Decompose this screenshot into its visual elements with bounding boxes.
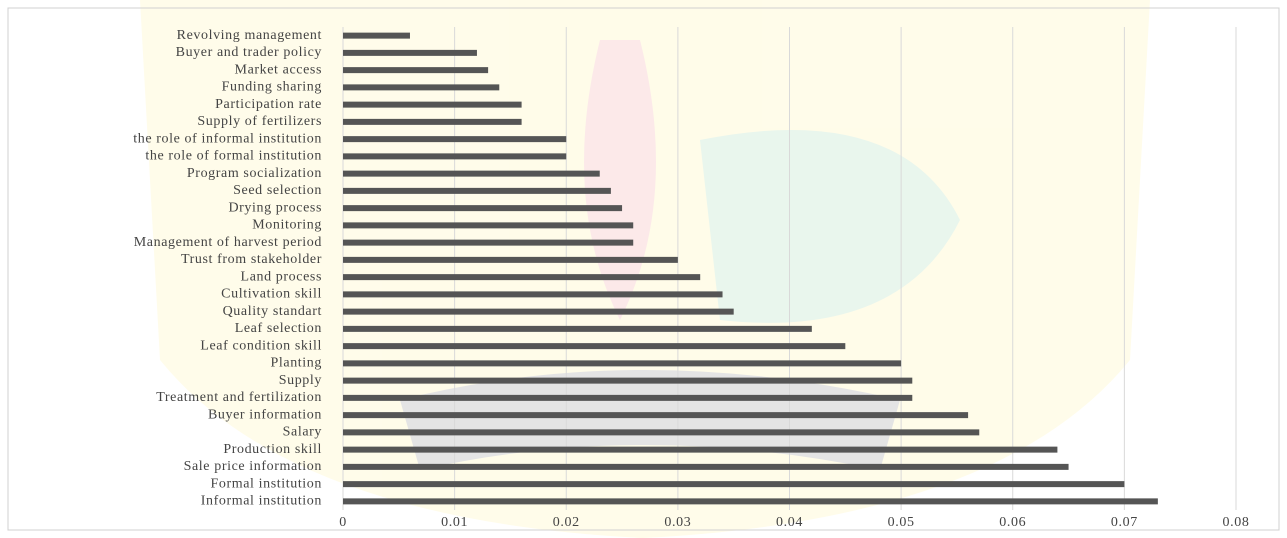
bar xyxy=(343,412,969,419)
x-tick-label: 0.01 xyxy=(441,515,468,530)
bar xyxy=(343,49,477,56)
bar xyxy=(343,153,567,160)
bar xyxy=(343,84,500,91)
x-tick-label: 0.05 xyxy=(888,515,915,530)
y-tick-label: Trust from stakeholder xyxy=(181,252,322,267)
bar xyxy=(343,343,846,350)
y-tick-label: Supply xyxy=(279,373,322,388)
x-tick-label: 0.07 xyxy=(1111,515,1138,530)
bar xyxy=(343,274,701,281)
bar xyxy=(343,205,623,212)
bar xyxy=(343,170,600,177)
bar xyxy=(343,118,522,125)
y-tick-label: Land process xyxy=(241,269,322,284)
bar xyxy=(343,463,1069,470)
y-tick-label: Cultivation skill xyxy=(221,287,322,302)
y-tick-label: Quality standart xyxy=(223,304,322,319)
bar xyxy=(343,32,410,39)
y-tick-label: Market access xyxy=(235,62,322,77)
bar xyxy=(343,481,1125,488)
bar xyxy=(343,498,1158,505)
y-tick-label: Funding sharing xyxy=(222,80,322,95)
y-tick-label: Formal institution xyxy=(210,476,322,491)
y-tick-label: Treatment and fertilization xyxy=(156,390,322,405)
bar xyxy=(343,67,489,74)
bar xyxy=(343,187,611,194)
x-tick-label: 0.08 xyxy=(1223,515,1250,530)
y-tick-label: Informal institution xyxy=(201,494,322,509)
y-tick-label: Leaf condition skill xyxy=(200,338,322,353)
y-tick-label: Participation rate xyxy=(215,97,322,112)
y-tick-label: Monitoring xyxy=(252,218,322,233)
bar xyxy=(343,446,1058,453)
bar xyxy=(343,429,980,436)
y-tick-label: Planting xyxy=(271,356,322,371)
bar xyxy=(343,291,723,298)
bar xyxy=(343,239,634,246)
y-tick-label: the role of informal institution xyxy=(133,131,322,146)
bar xyxy=(343,308,734,315)
y-tick-label: Buyer information xyxy=(208,407,322,422)
y-tick-label: Production skill xyxy=(223,442,322,457)
y-tick-label: Program socialization xyxy=(187,166,322,181)
x-tick-label: 0.02 xyxy=(553,515,580,530)
y-tick-label: Sale price information xyxy=(184,459,322,474)
x-tick-label: 0.06 xyxy=(999,515,1026,530)
y-tick-label: Revolving management xyxy=(177,28,322,43)
y-tick-label: Supply of fertilizers xyxy=(197,114,322,129)
bar xyxy=(343,394,913,401)
x-tick-label: 0 xyxy=(339,515,347,530)
y-tick-label: Management of harvest period xyxy=(134,235,322,250)
x-tick-label: 0.04 xyxy=(776,515,803,530)
y-tick-label: Leaf selection xyxy=(235,321,322,336)
y-tick-label: the role of formal institution xyxy=(145,149,322,164)
bar xyxy=(343,136,567,143)
bar xyxy=(343,256,678,263)
y-tick-label: Seed selection xyxy=(233,183,322,198)
bar xyxy=(343,222,634,229)
x-tick-label: 0.03 xyxy=(664,515,691,530)
y-tick-label: Drying process xyxy=(228,200,322,215)
y-tick-label: Salary xyxy=(283,425,322,440)
bar xyxy=(343,377,913,384)
y-tick-label: Buyer and trader policy xyxy=(176,45,322,60)
chart-frame xyxy=(7,7,1280,531)
bar xyxy=(343,360,902,367)
bar xyxy=(343,101,522,108)
bar xyxy=(343,325,812,332)
